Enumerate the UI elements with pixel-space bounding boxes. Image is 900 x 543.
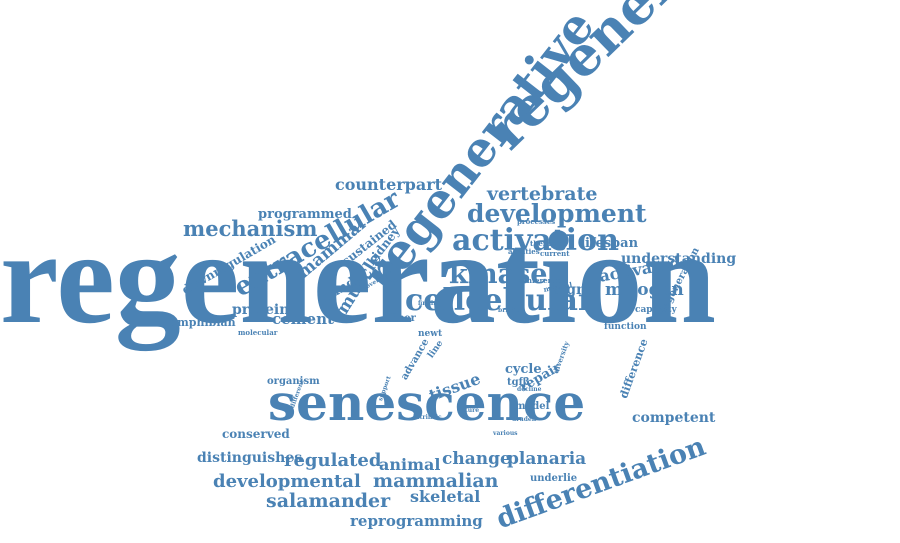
word-developmental: developmental xyxy=(213,470,361,492)
word-fiber: fiber xyxy=(390,313,416,324)
word-protein: protein xyxy=(232,301,290,318)
word-distinguishes: distinguishes xyxy=(197,449,303,466)
word-druden: druden xyxy=(512,416,537,424)
word-understanding: understanding xyxy=(621,250,737,267)
word-finding: finding xyxy=(418,300,442,308)
word-organism: organism xyxy=(267,376,320,387)
word-programmed: programmed xyxy=(258,206,352,222)
word-amphibian: amphibian xyxy=(170,316,236,330)
word-cellcellular: cellcellular xyxy=(405,283,594,318)
word-conserved: conserved xyxy=(222,427,290,442)
word-planaria: planaria xyxy=(507,449,587,470)
word-newt: newt xyxy=(418,328,443,339)
word-underlie: underlie xyxy=(530,473,578,484)
word-cement: cement xyxy=(272,310,334,328)
word-therapies: therapies xyxy=(530,239,567,249)
word-conference: conference xyxy=(518,276,562,286)
word-decline: decline xyxy=(517,386,542,394)
word-reprogramming: reprogramming xyxy=(350,512,483,530)
word-animal: animal xyxy=(379,455,441,475)
word-bright: bright xyxy=(498,307,519,315)
word-function: function xyxy=(604,321,647,332)
word-change: change xyxy=(442,449,511,470)
word-various: various xyxy=(493,430,518,438)
word-development: development xyxy=(467,199,647,228)
word-model: model xyxy=(515,401,550,412)
word-signal: signal xyxy=(553,281,601,298)
word-lifespan: lifespan xyxy=(580,235,639,251)
word-vertebrate: vertebrate xyxy=(487,182,598,205)
word-skeletal: skeletal xyxy=(410,487,481,507)
word-cycle: cycle xyxy=(505,361,542,377)
word-differentiation: differentiation xyxy=(492,431,710,536)
word-counterpart: counterpart xyxy=(335,175,443,195)
word-abilities: abilities xyxy=(508,247,540,257)
word-competent: competent xyxy=(632,409,716,426)
word-regeneration: regeneration xyxy=(0,204,717,352)
word-tgfb: tgfβ xyxy=(507,377,530,388)
word-processes: processes xyxy=(517,217,556,227)
word-intrinsic: intrinsic xyxy=(413,414,442,422)
word-kinase: kinase xyxy=(449,259,548,291)
word-future: future xyxy=(458,407,480,415)
word-mammalian: mammalian xyxy=(373,469,499,492)
word-activation: activation xyxy=(452,223,619,258)
word-mitogen: mitogen xyxy=(605,280,684,301)
word-current: current xyxy=(540,249,570,259)
word-mechanism: mechanism xyxy=(183,216,318,242)
word-molecular: molecular xyxy=(238,328,278,338)
word-salamander: salamander xyxy=(266,489,391,512)
word-regulated: regulated xyxy=(284,449,382,471)
word-senescence: senescence xyxy=(268,373,586,432)
word-capacity: capacity xyxy=(635,304,677,315)
